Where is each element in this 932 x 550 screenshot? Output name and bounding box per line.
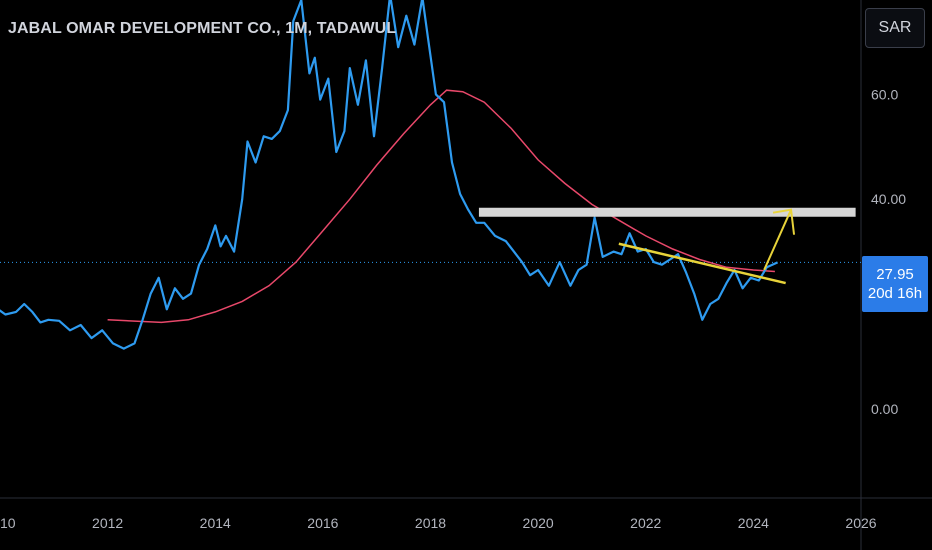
x-tick-label: 2020 — [523, 515, 554, 531]
current-price-value: 27.95 — [876, 266, 914, 283]
currency-button[interactable]: SAR — [865, 8, 925, 48]
x-tick-label: 2014 — [200, 515, 231, 531]
x-tick-label: 2018 — [415, 515, 446, 531]
x-tick-label: 2026 — [845, 515, 876, 531]
descending-trendline[interactable] — [618, 242, 786, 285]
x-tick-label: 2022 — [630, 515, 661, 531]
bar-countdown: 20d 16h — [867, 285, 923, 302]
y-tick-label: 0.00 — [871, 401, 898, 417]
x-tick-label: 2024 — [738, 515, 769, 531]
x-axis-ticks: 2010 2012 2014 2016 2018 2020 2022 2024 2026 — [0, 515, 877, 531]
x-tick-label: 2016 — [307, 515, 338, 531]
breakout-arrow[interactable] — [763, 208, 796, 271]
x-tick-label: 2010 — [0, 515, 16, 531]
current-price-tag: 27.95 20d 16h — [862, 256, 928, 312]
moving-average-line — [107, 89, 775, 324]
arrow-shaft — [763, 209, 792, 271]
y-tick-label: 40.00 — [871, 191, 906, 207]
arrow-head — [772, 208, 796, 235]
x-tick-label: 2012 — [92, 515, 123, 531]
chart-title: JABAL OMAR DEVELOPMENT CO., 1M, TADAWUL — [8, 20, 397, 37]
y-tick-label: 60.0 — [871, 86, 898, 102]
price-line — [0, 0, 779, 350]
